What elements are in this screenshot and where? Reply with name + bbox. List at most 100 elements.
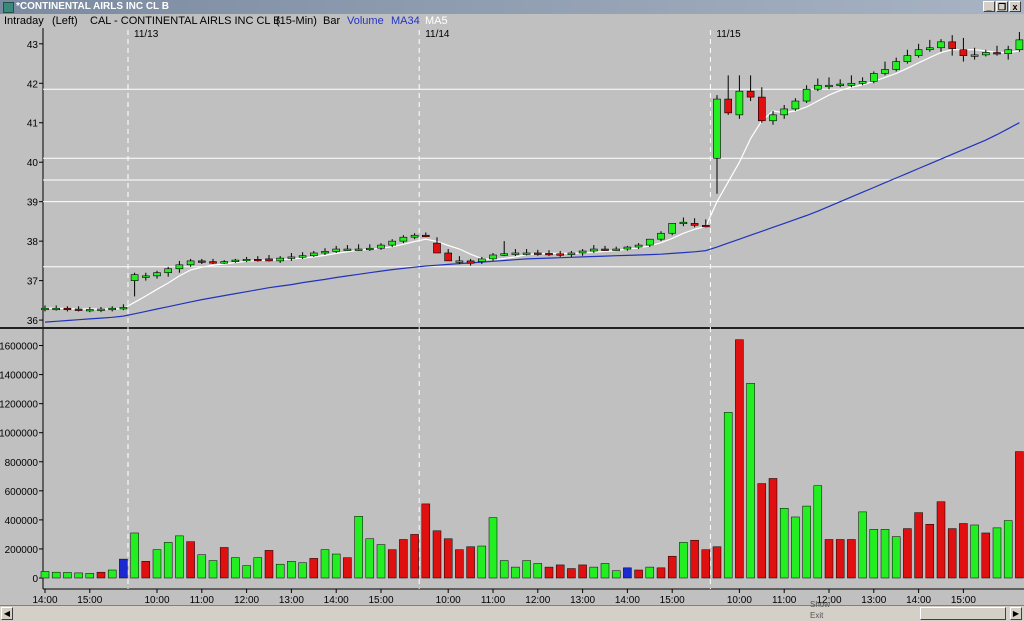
price-tick-label: 38 — [27, 237, 39, 248]
menu-hint-show: Show — [810, 600, 831, 609]
volume-bar — [107, 569, 117, 579]
volume-bar — [981, 532, 991, 579]
candle-body — [556, 253, 565, 256]
volume-bar — [466, 546, 475, 579]
volume-bar — [499, 560, 509, 579]
volume-bar — [96, 571, 106, 579]
candle-body — [142, 275, 150, 278]
volume-bar — [589, 566, 599, 579]
minimize-button[interactable]: _ — [983, 1, 995, 12]
volume-bar — [163, 542, 173, 579]
price-tick-label: 43 — [27, 40, 39, 51]
candle-body — [421, 234, 430, 238]
horizontal-scrollbar[interactable]: ◀ ▶ Show Exit — [0, 600, 1024, 621]
candle-body — [925, 47, 934, 51]
volume-bar — [645, 566, 655, 579]
volume-bar — [690, 539, 699, 579]
volume-bar — [130, 532, 139, 579]
candle-body — [959, 49, 968, 56]
volume-tick-label: 800000 — [5, 458, 39, 469]
volume-bar — [399, 539, 408, 579]
candle-body — [365, 247, 374, 251]
date-label: 11/15 — [716, 29, 741, 40]
scroll-thumb[interactable] — [920, 607, 1006, 620]
volume-bar — [331, 553, 341, 579]
candle-body — [634, 244, 643, 248]
candle-body — [746, 90, 755, 98]
candle-body — [97, 308, 105, 311]
volume-bar — [600, 563, 610, 579]
candle-body — [489, 254, 497, 260]
volume-bar — [264, 550, 274, 579]
volume-bar — [455, 549, 464, 579]
scroll-right-icon[interactable]: ▶ — [1010, 607, 1022, 620]
candle-body — [813, 84, 822, 90]
volume-bar — [936, 501, 946, 579]
axis-side-label: (Left) — [52, 15, 78, 27]
volume-bar — [85, 573, 95, 579]
volume-bar — [1015, 451, 1024, 579]
time-tick-label: 14:00 — [615, 595, 640, 605]
volume-bar — [947, 528, 957, 579]
volume-bar — [186, 541, 195, 579]
candle-body — [825, 84, 833, 88]
volume-label: Volume — [347, 15, 384, 27]
candle-body — [119, 307, 128, 310]
candle-body — [74, 308, 83, 311]
menu-hint-exit: Exit — [810, 611, 824, 620]
candle-body — [869, 73, 878, 82]
candle-body — [63, 307, 72, 311]
volume-tick-label: 1000000 — [0, 429, 38, 440]
candle-body — [500, 253, 509, 256]
candle-body — [713, 98, 721, 159]
price-tick-label: 40 — [27, 158, 39, 169]
volume-bar — [847, 539, 856, 579]
time-tick-label: 15:00 — [660, 595, 685, 605]
time-tick-label: 14:00 — [32, 595, 57, 605]
candle-body — [220, 261, 228, 264]
volume-bar — [63, 572, 72, 579]
time-tick-label: 12:00 — [816, 595, 841, 605]
candle-body — [298, 255, 307, 258]
candle-body — [780, 108, 789, 116]
scroll-left-icon[interactable]: ◀ — [1, 607, 13, 620]
candle-body — [791, 100, 800, 110]
candle-body — [399, 236, 408, 242]
mode-label: Intraday — [4, 15, 44, 27]
time-tick-label: 10:00 — [144, 595, 169, 605]
volume-bar — [421, 503, 431, 579]
candle-body — [903, 55, 912, 62]
price-tick-label: 41 — [27, 119, 39, 130]
candle-body — [612, 248, 621, 251]
candle-body — [533, 252, 542, 255]
volume-bar — [287, 561, 296, 579]
time-tick-label: 11:00 — [772, 595, 797, 605]
volume-bar — [443, 538, 453, 579]
volume-tick-label: 600000 — [5, 487, 39, 498]
volume-tick-label: 1200000 — [0, 400, 38, 411]
volume-bar — [880, 529, 890, 579]
volume-bar — [40, 571, 50, 579]
volume-bar — [611, 570, 621, 579]
volume-bar — [152, 549, 162, 579]
volume-bar — [679, 542, 688, 579]
candle-body — [981, 52, 990, 56]
candle-body — [410, 234, 419, 238]
price-tick-label: 36 — [27, 316, 39, 327]
candle-body — [130, 274, 139, 281]
candle-body — [231, 259, 240, 262]
volume-bar — [925, 523, 935, 579]
candle-body — [332, 248, 341, 252]
candle-body — [690, 223, 699, 226]
candle-body — [757, 96, 766, 122]
volume-bar — [791, 516, 800, 579]
volume-bar — [959, 523, 968, 579]
candle-body — [578, 250, 587, 254]
restore-button[interactable]: ❐ — [996, 1, 1008, 12]
interval-label: (15-Min) — [276, 15, 317, 27]
close-button[interactable]: x — [1009, 1, 1021, 12]
candle-body — [1004, 49, 1013, 54]
ma34-line — [44, 122, 1020, 323]
price-tick-label: 42 — [27, 79, 39, 90]
symbol-description: CAL - CONTINENTAL AIRLS INC CL B — [90, 15, 281, 27]
